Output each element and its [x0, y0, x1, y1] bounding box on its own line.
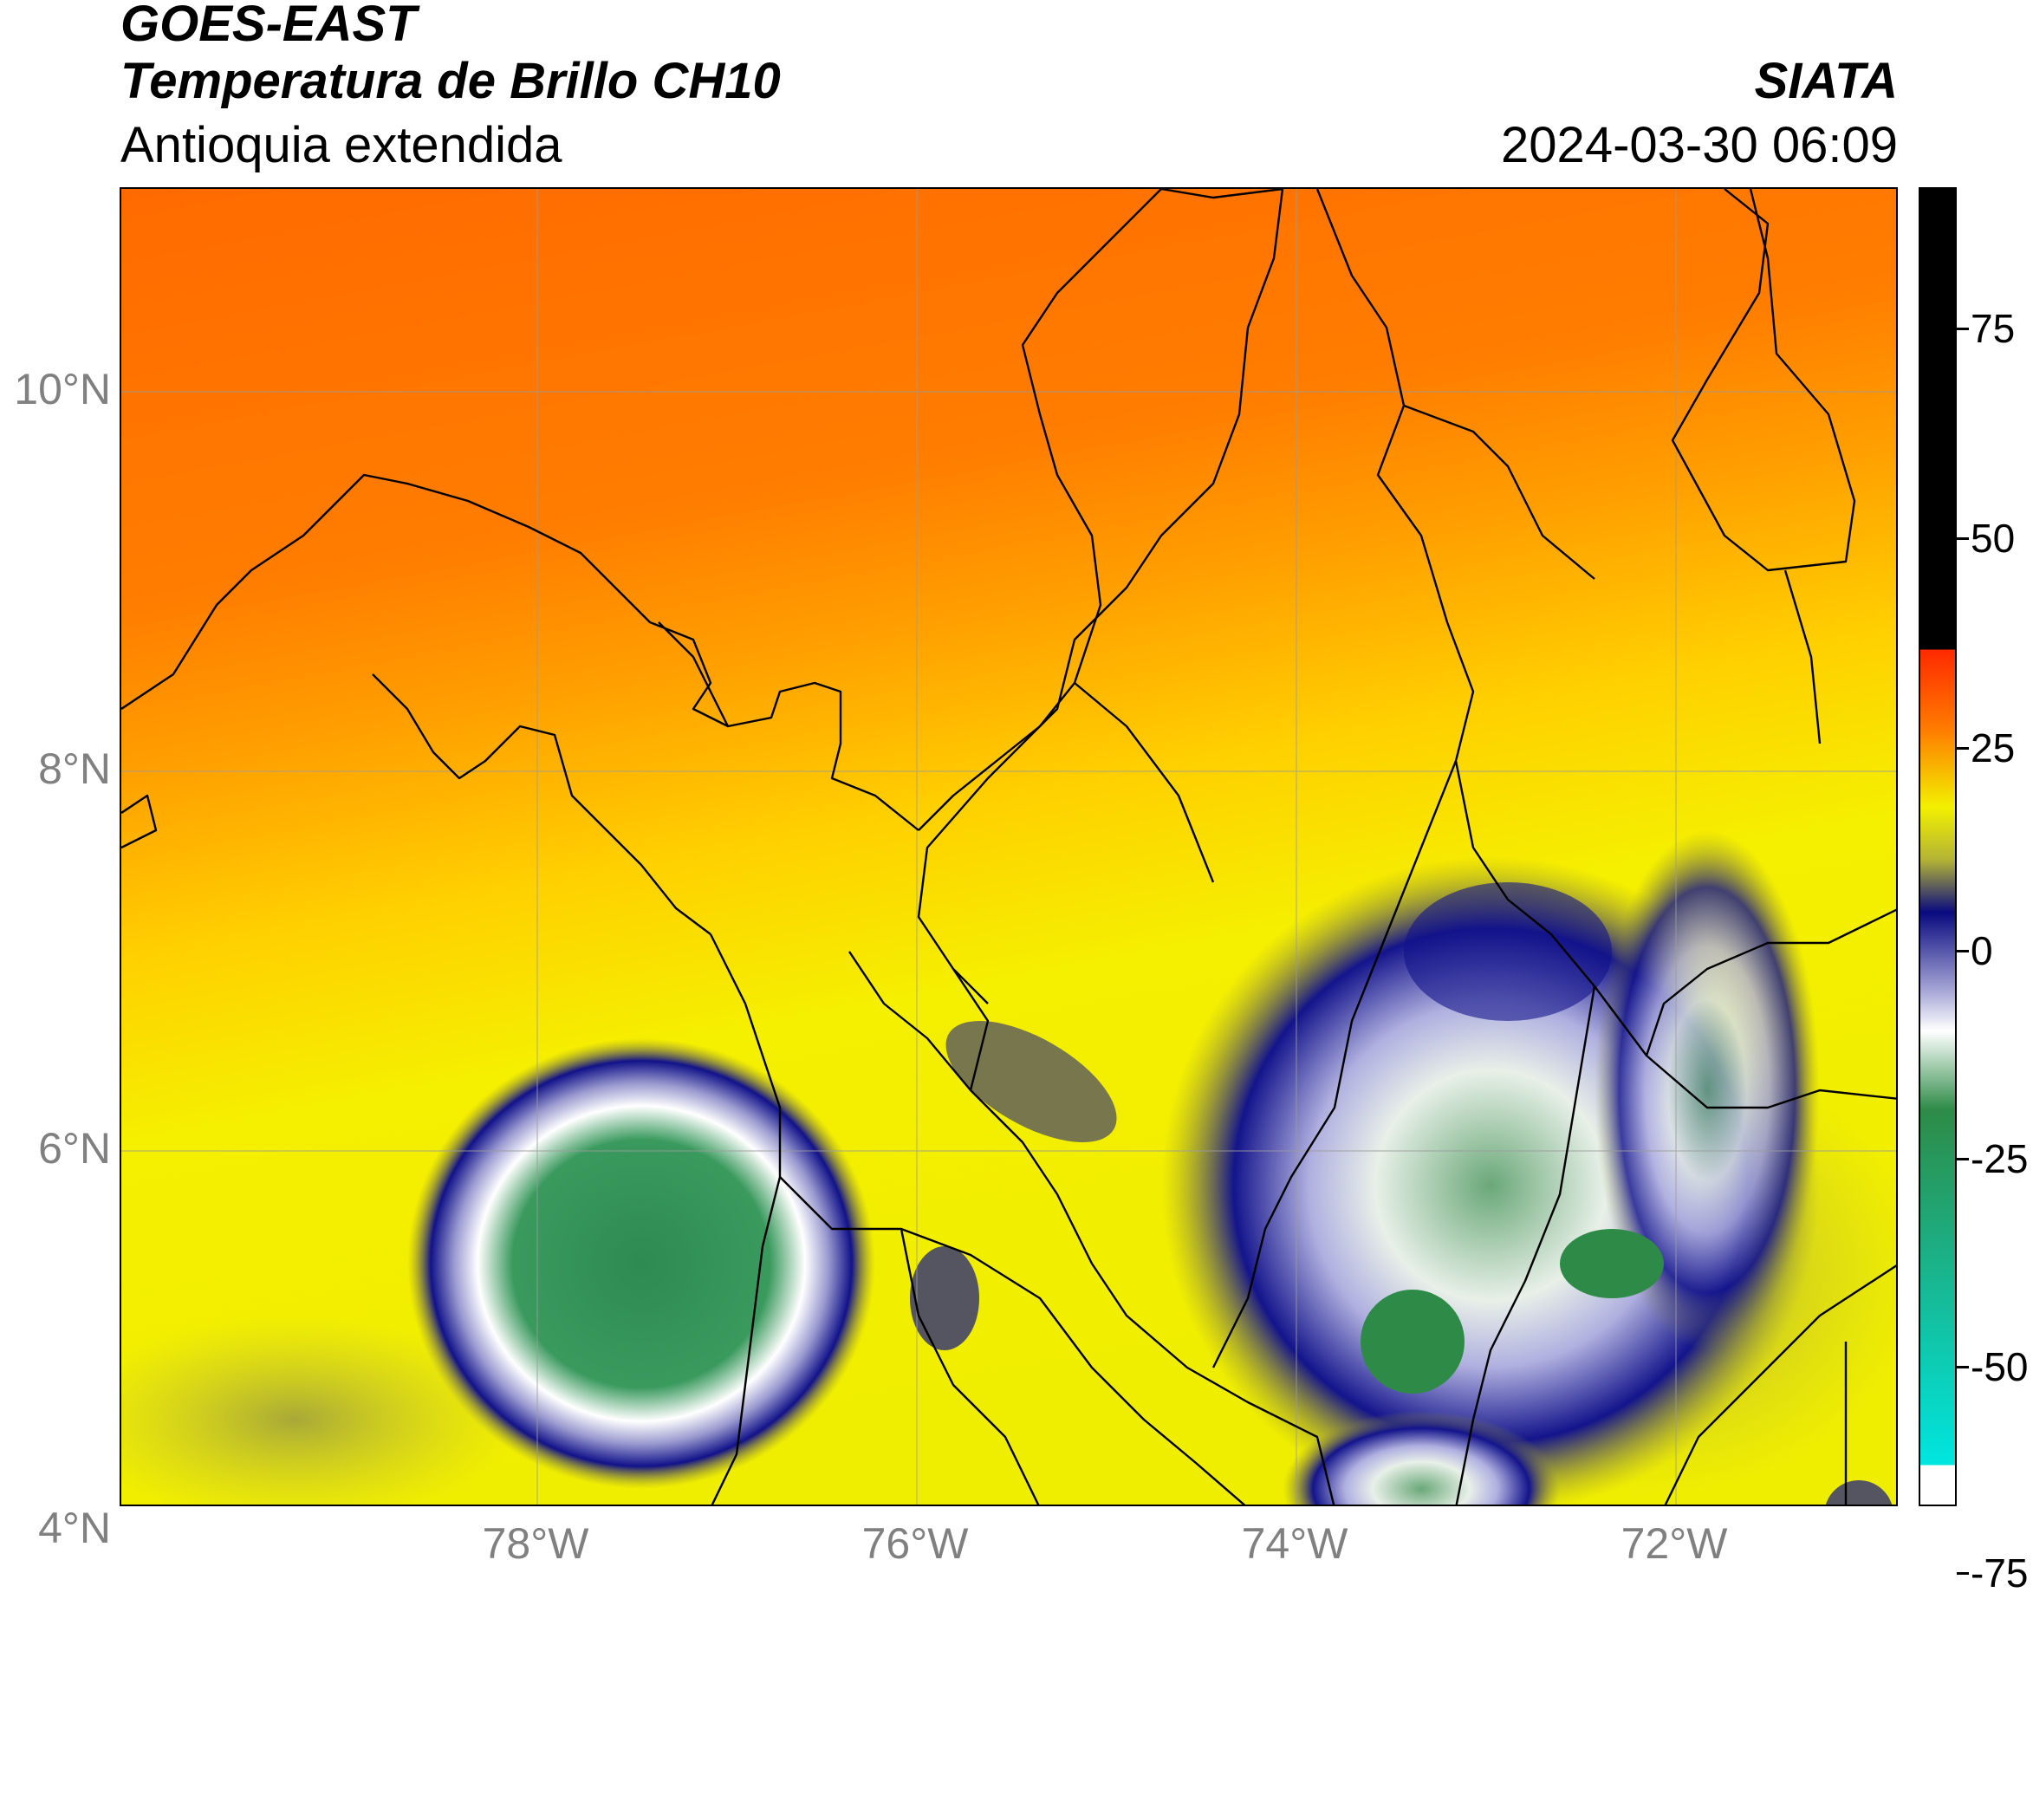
dept-line-10	[848, 951, 971, 1091]
dept-line-12	[1403, 404, 1595, 580]
cb-tick-m50	[1957, 1366, 1969, 1368]
dept-line-11	[1074, 682, 1215, 883]
satellite-title: GOES-EAST	[120, 0, 417, 52]
darien	[658, 621, 730, 727]
dept-line-1	[917, 189, 1284, 1004]
storm-east-north	[1404, 882, 1612, 1021]
agency-label: SIATA	[1754, 53, 1898, 109]
timestamp-label: 2024-03-30 06:09	[1501, 117, 1898, 173]
storm-east-south	[1283, 1411, 1560, 1505]
dept-line-6	[1664, 1264, 1896, 1505]
brightness-temperature-field	[121, 189, 1896, 1505]
small-cell	[910, 1246, 979, 1350]
cb-tick-0	[1957, 950, 1969, 952]
lon-label-72w: 72°W	[1621, 1519, 1728, 1568]
west-coast	[121, 794, 158, 849]
satellite-map[interactable]	[120, 187, 1898, 1506]
dept-line-9	[900, 1228, 1040, 1505]
dept-line-4	[1645, 908, 1896, 1056]
graticule	[121, 189, 1896, 1505]
cb-tick-50	[1957, 537, 1969, 540]
guajira-coast	[1671, 189, 1856, 572]
dept-line-8	[779, 1176, 1246, 1505]
storm-west	[407, 1038, 875, 1489]
lat-label-10n: 10°N	[14, 365, 111, 413]
small-cell-se	[1825, 1480, 1893, 1505]
panama-coast	[121, 473, 919, 831]
venezuela-coast	[1783, 569, 1822, 744]
borders	[121, 189, 1896, 1505]
caribbean-coast	[918, 189, 1162, 831]
cb-tick-m75	[1957, 1572, 1969, 1575]
pacific-coast	[709, 933, 782, 1505]
lat-label-8n: 8°N	[38, 744, 111, 793]
cb-label-0: 0	[1971, 928, 1993, 973]
core-east-1	[1560, 1229, 1664, 1298]
cloud-band	[945, 1021, 1117, 1142]
cb-label-25: 25	[1971, 725, 2016, 770]
dept-line-3	[1211, 760, 1458, 1368]
temperature-colorbar	[1919, 187, 1957, 1506]
cb-label-m75: -75	[1971, 1550, 2029, 1596]
lat-label-6n: 6°N	[38, 1124, 111, 1173]
lat-label-4n: 4°N	[38, 1504, 111, 1552]
cb-tick-75	[1957, 328, 1969, 330]
cb-tick-m25	[1957, 1158, 1969, 1160]
dept-line-2	[952, 968, 1335, 1505]
dept-line-5	[1455, 985, 1596, 1505]
gulf-coast	[372, 673, 711, 935]
product-title: Temperatura de Brillo CH10	[120, 53, 781, 109]
border-venezuela	[1315, 189, 1896, 1109]
olive-region-sw	[121, 1316, 520, 1505]
cb-tick-25	[1957, 747, 1969, 750]
region-subtitle: Antioquia extendida	[120, 117, 562, 173]
core-east-2	[1361, 1290, 1465, 1394]
cb-label-50: 50	[1971, 516, 2016, 561]
lon-label-74w: 74°W	[1241, 1519, 1348, 1568]
lon-label-78w: 78°W	[482, 1519, 589, 1568]
cb-label-75: 75	[1971, 306, 2016, 351]
cb-label-m50: -50	[1971, 1344, 2029, 1389]
north-coast	[1160, 189, 1283, 199]
storm-east-arm	[1595, 830, 1820, 1350]
cb-label-m25: -25	[1971, 1136, 2029, 1181]
lon-label-76w: 76°W	[861, 1519, 969, 1568]
